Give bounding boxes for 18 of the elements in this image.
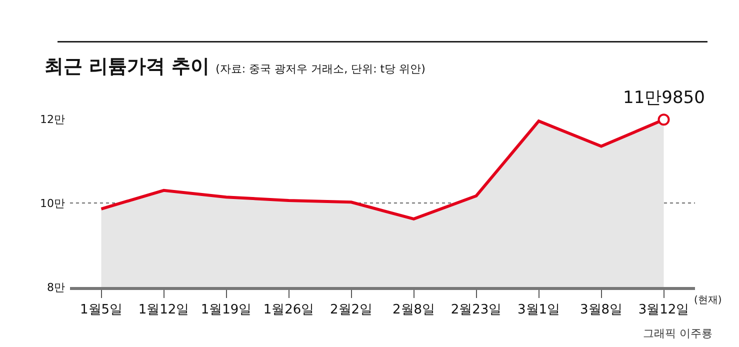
annotation: 11만9850: [623, 88, 705, 108]
x-tick-label: 2월8일: [392, 302, 436, 318]
x-tick-label: 2월2일: [330, 302, 373, 318]
chart-subtitle: (자료: 중국 광저우 거래소, 단위: t당 위안): [216, 62, 426, 76]
chart-title: 최근 리튬가격 추이: [44, 56, 210, 78]
x-tick-label: 2월23일: [450, 302, 502, 318]
x-tick-label: 3월12일: [638, 302, 690, 318]
text: (현재): [694, 295, 722, 306]
x-tick-label: 1월5일: [80, 302, 123, 318]
x-tick-label: 1월12일: [138, 302, 190, 318]
y-tick-label: 10만: [40, 196, 65, 210]
y-tick-label: 8만: [47, 280, 65, 294]
text: 그래픽 이주룡: [643, 327, 712, 340]
x-tick-label: 1월19일: [200, 302, 252, 318]
x-tick-label: 3월1일: [517, 302, 560, 318]
y-tick-label: 12만: [40, 112, 65, 126]
x-tick-label: 3월8일: [580, 302, 623, 318]
x-tick-label: 1월26일: [263, 302, 314, 318]
